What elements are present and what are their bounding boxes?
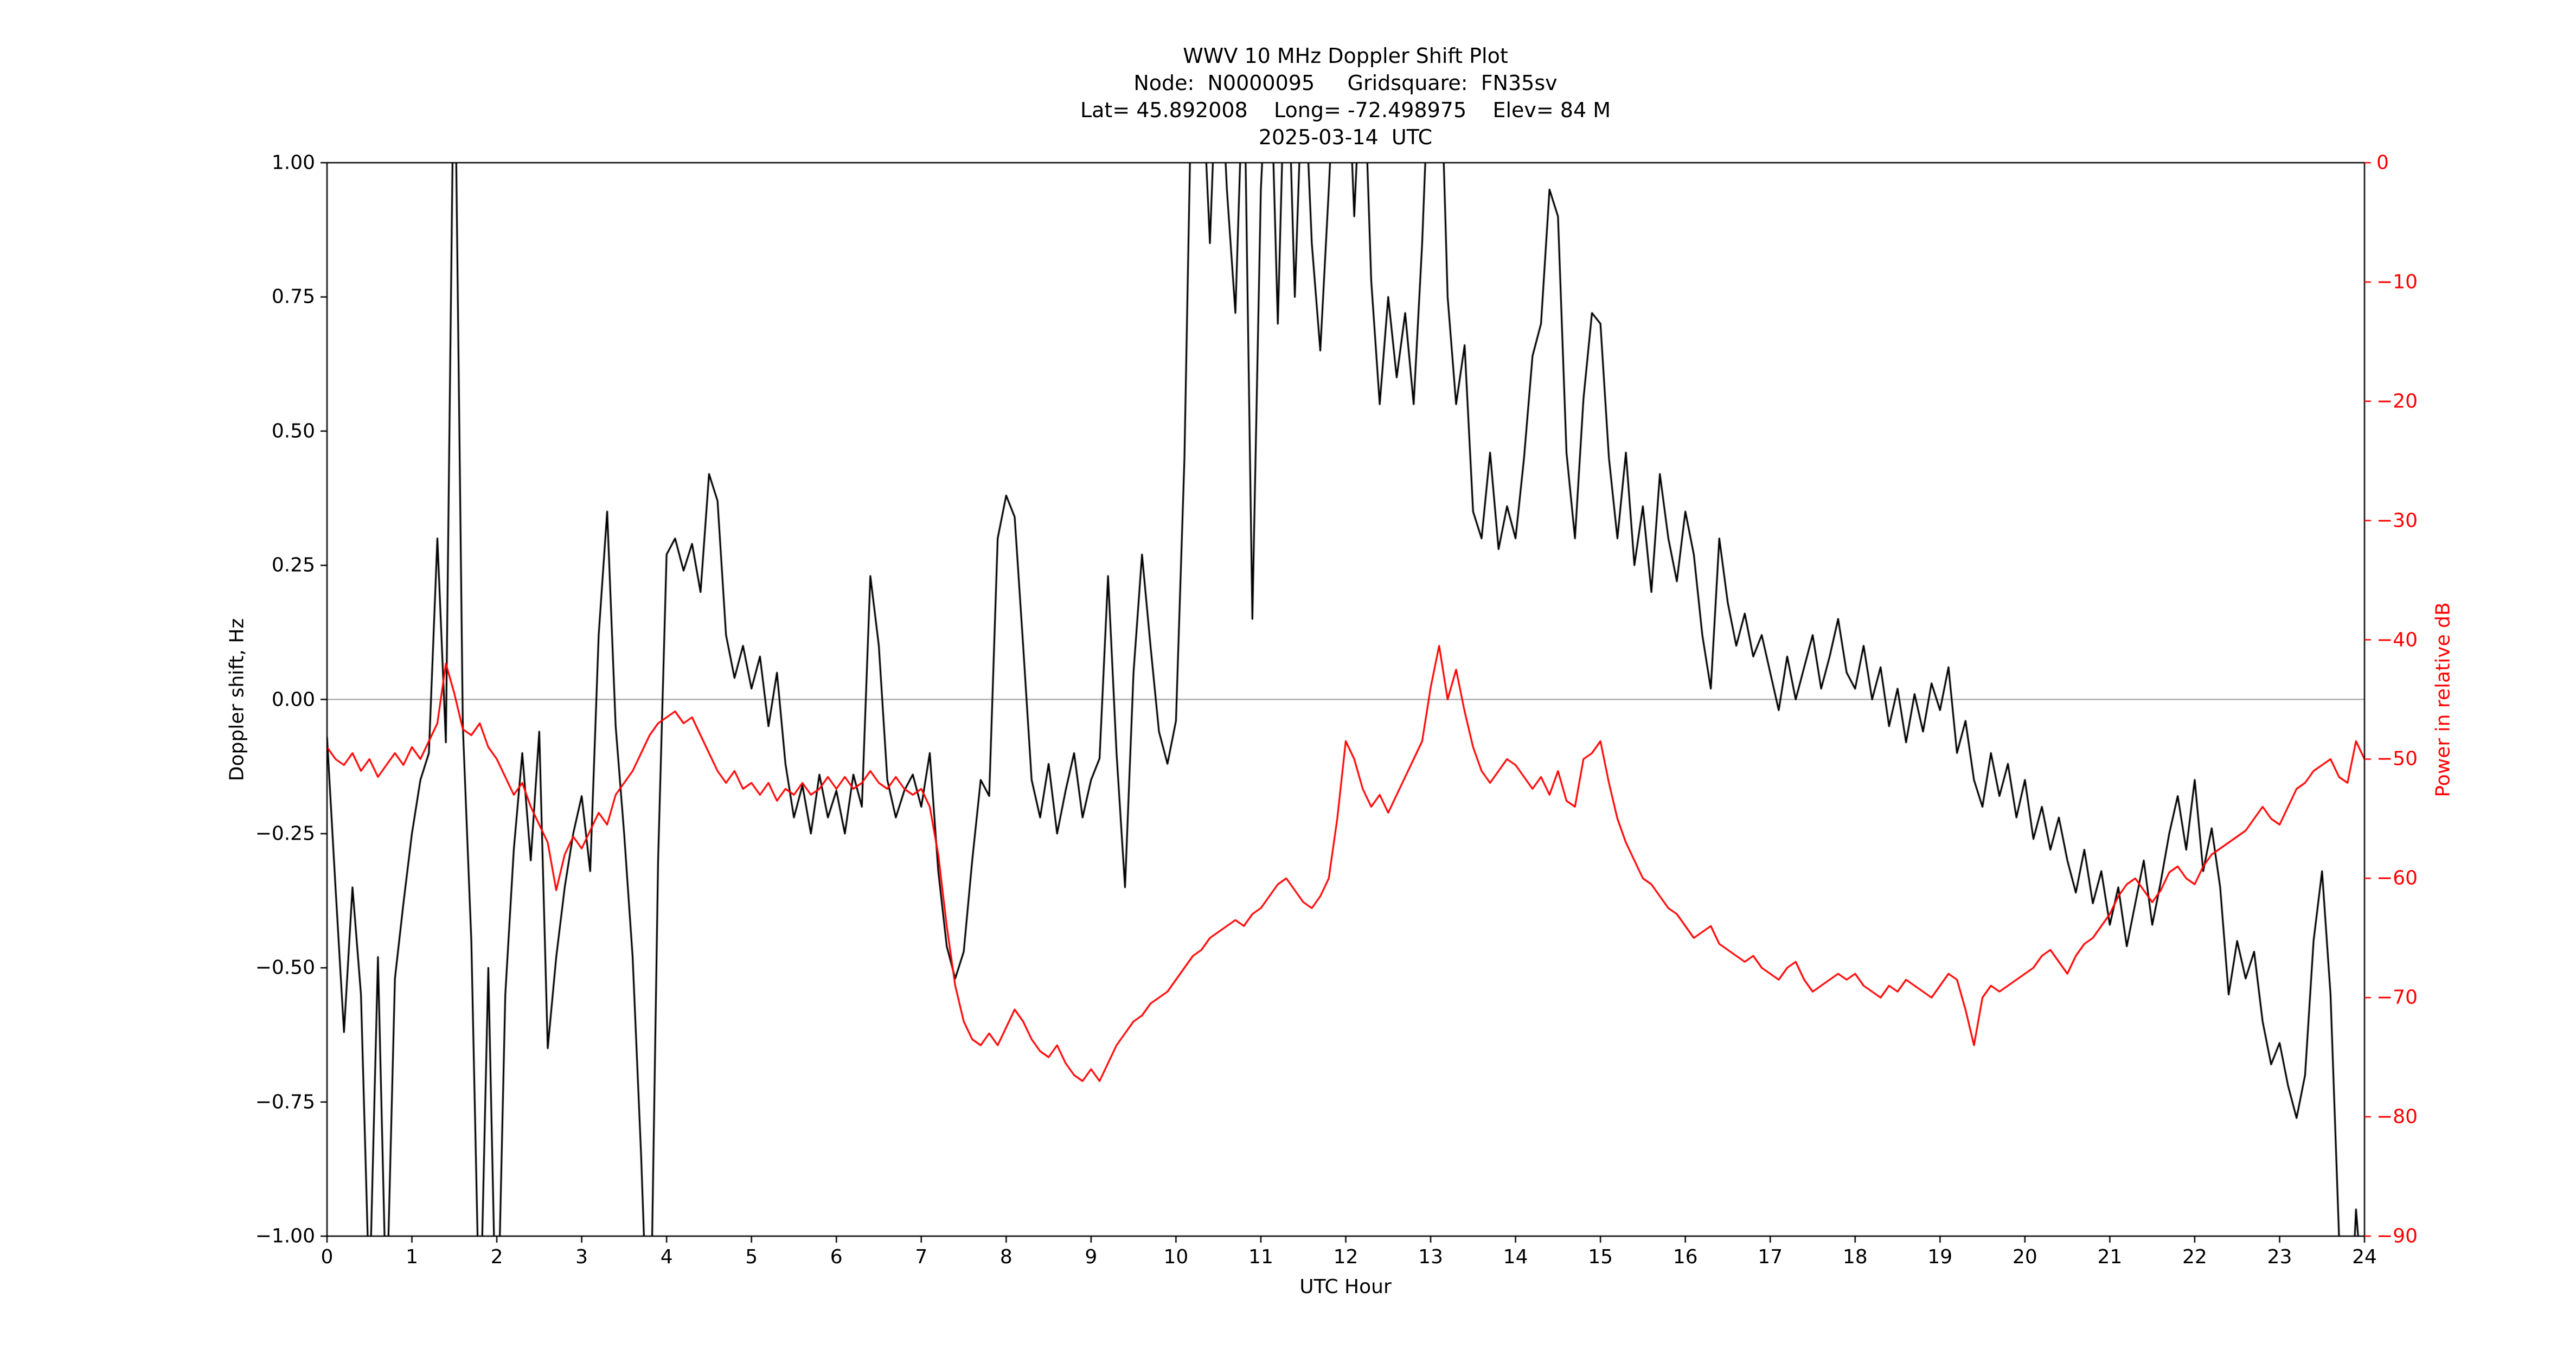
x-tick-label: 6 (830, 1246, 843, 1268)
x-axis-label: UTC Hour (1299, 1276, 1392, 1298)
x-tick-label: 23 (2267, 1246, 2292, 1268)
y-left-tick-label: −0.75 (255, 1091, 315, 1114)
x-tick-label: 8 (999, 1246, 1013, 1268)
y-left-tick-label: 0.50 (271, 420, 315, 443)
x-tick-label: 16 (1673, 1246, 1698, 1268)
x-tick-label: 1 (406, 1246, 418, 1268)
x-tick-label: 11 (1248, 1246, 1273, 1268)
y-right-tick-label: −70 (2376, 986, 2418, 1009)
x-tick-label: 5 (745, 1246, 758, 1268)
x-tick-label: 7 (915, 1246, 928, 1268)
y-left-tick-label: −0.25 (255, 822, 315, 845)
x-tick-label: 4 (660, 1246, 673, 1268)
y-left-tick-label: 0.25 (271, 554, 315, 577)
x-tick-label: 22 (2182, 1246, 2207, 1268)
plot-subtitle-node: Node: N0000095 Gridsquare: FN35sv (1133, 71, 1558, 95)
y-left-tick-label: −0.50 (255, 956, 315, 979)
y-right-tick-label: −30 (2376, 509, 2418, 532)
plot-subtitle-location: Lat= 45.892008 Long= -72.498975 Elev= 84… (1080, 98, 1611, 122)
y-right-tick-label: −40 (2376, 629, 2418, 651)
y-right-tick-label: −60 (2376, 867, 2418, 890)
y-right-tick-label: −10 (2376, 271, 2418, 293)
y-left-tick-label: 0.00 (271, 688, 315, 711)
x-tick-label: 18 (1842, 1246, 1868, 1268)
x-tick-label: 15 (1588, 1246, 1613, 1268)
y-right-tick-label: −20 (2376, 390, 2418, 413)
x-tick-label: 17 (1758, 1246, 1783, 1268)
y-right-tick-label: −90 (2376, 1225, 2418, 1248)
x-tick-label: 19 (1927, 1246, 1953, 1268)
y-left-tick-label: 1.00 (271, 151, 315, 174)
plot-title-block: WWV 10 MHz Doppler Shift Plot Node: N000… (1080, 42, 1611, 151)
x-tick-label: 10 (1163, 1246, 1189, 1268)
x-tick-label: 24 (2352, 1246, 2377, 1268)
x-tick-label: 14 (1503, 1246, 1528, 1268)
x-tick-label: 9 (1085, 1246, 1098, 1268)
y-axis-label-left: Doppler shift, Hz (226, 618, 248, 782)
y-axis-label-right: Power in relative dB (2432, 602, 2455, 797)
y-left-tick-label: 0.75 (271, 285, 315, 308)
x-tick-label: 0 (321, 1246, 334, 1268)
x-tick-label: 13 (1418, 1246, 1443, 1268)
y-right-tick-label: −50 (2376, 747, 2418, 770)
x-tick-label: 12 (1333, 1246, 1359, 1268)
x-tick-label: 3 (575, 1246, 588, 1268)
plot-title: WWV 10 MHz Doppler Shift Plot (1183, 44, 1508, 68)
x-tick-label: 20 (2012, 1246, 2037, 1268)
x-tick-label: 2 (490, 1246, 503, 1268)
x-tick-label: 21 (2097, 1246, 2123, 1268)
y-right-tick-label: 0 (2376, 151, 2389, 174)
plot-subtitle-date: 2025-03-14 UTC (1258, 125, 1433, 149)
y-left-tick-label: −1.00 (255, 1225, 315, 1248)
y-right-tick-label: −80 (2376, 1105, 2418, 1128)
